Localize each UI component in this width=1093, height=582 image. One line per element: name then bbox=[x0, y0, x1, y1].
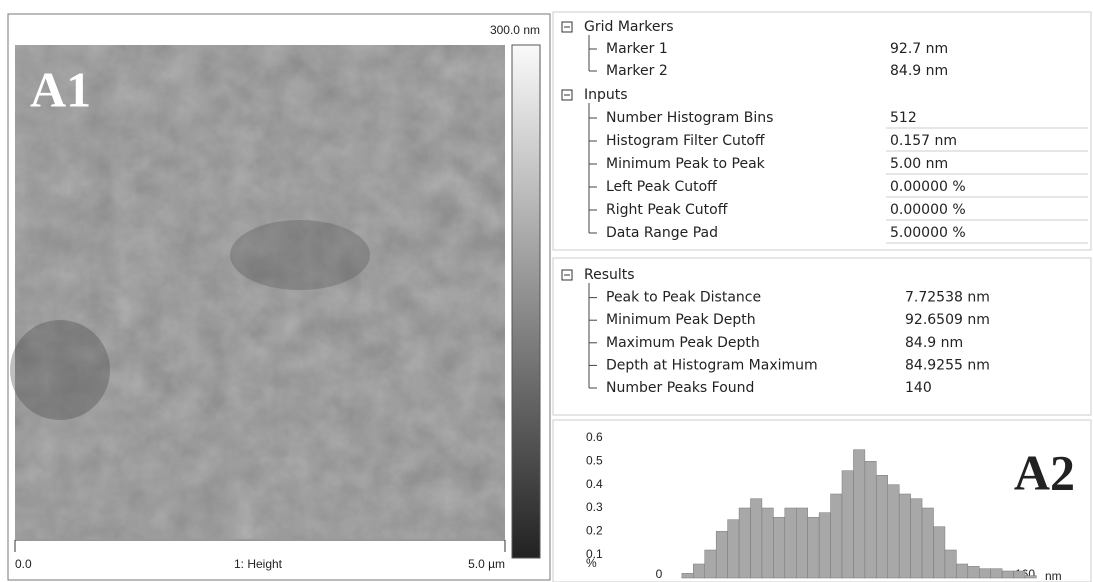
histogram-bar bbox=[888, 485, 899, 578]
section-title: Grid Markers bbox=[584, 19, 674, 35]
row-value: 7.72538 nm bbox=[905, 290, 990, 306]
histogram-bar bbox=[796, 508, 807, 578]
histogram-bar bbox=[853, 450, 864, 578]
row-value: 84.9 nm bbox=[905, 335, 963, 351]
histogram-bar bbox=[979, 569, 990, 578]
row-value: 140 bbox=[905, 380, 932, 396]
histogram-bar bbox=[751, 499, 762, 578]
histogram-bar bbox=[785, 508, 796, 578]
histogram-bar bbox=[934, 527, 945, 578]
histogram-label: A2 bbox=[1014, 444, 1075, 500]
row-label: Marker 1 bbox=[606, 41, 668, 57]
histogram-bar bbox=[842, 471, 853, 578]
histogram-bar bbox=[876, 475, 887, 578]
row-label: Marker 2 bbox=[606, 63, 668, 79]
row-label: Minimum Peak Depth bbox=[606, 312, 756, 328]
row-label: Right Peak Cutoff bbox=[606, 202, 728, 218]
row-label: Minimum Peak to Peak bbox=[606, 156, 766, 172]
row-value: 0.157 nm bbox=[890, 133, 957, 149]
row-value: 5.00000 % bbox=[890, 225, 966, 241]
row-value: 92.7 nm bbox=[890, 41, 948, 57]
histogram-bar bbox=[991, 569, 1002, 578]
dark-region bbox=[230, 220, 370, 290]
x-start: 0.0 bbox=[15, 557, 32, 571]
row-value: 84.9255 nm bbox=[905, 357, 990, 373]
histogram-bar bbox=[728, 520, 739, 578]
histogram-bar bbox=[899, 494, 910, 578]
histogram-bar bbox=[1014, 571, 1025, 578]
color-bar bbox=[512, 45, 540, 558]
x-tick-label: 0 bbox=[656, 567, 663, 581]
row-label: Data Range Pad bbox=[606, 225, 718, 241]
histogram-bar bbox=[762, 508, 773, 578]
histogram-bar bbox=[1002, 571, 1013, 578]
row-label: Depth at Histogram Maximum bbox=[606, 357, 818, 373]
histogram-bar bbox=[831, 494, 842, 578]
y-tick-label: 0.2 bbox=[586, 524, 603, 538]
section-title: Results bbox=[584, 267, 635, 283]
histogram-bar bbox=[705, 550, 716, 578]
histogram-bar bbox=[1025, 576, 1036, 578]
histogram-bar bbox=[819, 513, 830, 578]
histogram-bar bbox=[693, 564, 704, 578]
row-value: 84.9 nm bbox=[890, 63, 948, 79]
y-tick-label: 0.5 bbox=[586, 454, 603, 468]
image-label: A1 bbox=[30, 61, 91, 117]
histogram-bar bbox=[968, 566, 979, 578]
row-value: 0.00000 % bbox=[890, 202, 966, 218]
histogram-bar bbox=[739, 508, 750, 578]
y-tick-label: 0.6 bbox=[586, 430, 603, 444]
row-value: 512 bbox=[890, 110, 917, 126]
histogram-bar bbox=[682, 573, 693, 578]
row-value: 5.00 nm bbox=[890, 156, 948, 172]
dark-region bbox=[10, 320, 110, 420]
row-value: 0.00000 % bbox=[890, 179, 966, 195]
row-label: Number Histogram Bins bbox=[606, 110, 773, 126]
histogram-bar bbox=[911, 499, 922, 578]
histogram-bar bbox=[945, 550, 956, 578]
screen: A1 300.0 nm 0.0 1: Height 5.0 µm A2 Grid… bbox=[0, 0, 1093, 582]
row-label: Left Peak Cutoff bbox=[606, 179, 717, 195]
y-unit: % bbox=[586, 556, 597, 570]
channel: 1: Height bbox=[234, 557, 283, 571]
y-tick-label: 0.4 bbox=[586, 477, 603, 491]
row-label: Histogram Filter Cutoff bbox=[606, 133, 765, 149]
histogram-bar bbox=[716, 531, 727, 578]
histogram-bar bbox=[808, 517, 819, 578]
row-label: Number Peaks Found bbox=[606, 380, 754, 396]
histogram-bar bbox=[922, 508, 933, 578]
section-title: Inputs bbox=[584, 87, 628, 103]
image-texture bbox=[15, 45, 505, 539]
histogram-bar bbox=[865, 461, 876, 578]
histogram-bar bbox=[773, 517, 784, 578]
histogram-bar bbox=[956, 564, 967, 578]
x-unit: nm bbox=[1045, 569, 1062, 582]
row-label: Peak to Peak Distance bbox=[606, 290, 761, 306]
scale-max: 300.0 nm bbox=[490, 23, 540, 37]
row-label: Maximum Peak Depth bbox=[606, 335, 760, 351]
row-value: 92.6509 nm bbox=[905, 312, 990, 328]
y-tick-label: 0.3 bbox=[586, 500, 603, 514]
x-end: 5.0 µm bbox=[468, 557, 505, 571]
